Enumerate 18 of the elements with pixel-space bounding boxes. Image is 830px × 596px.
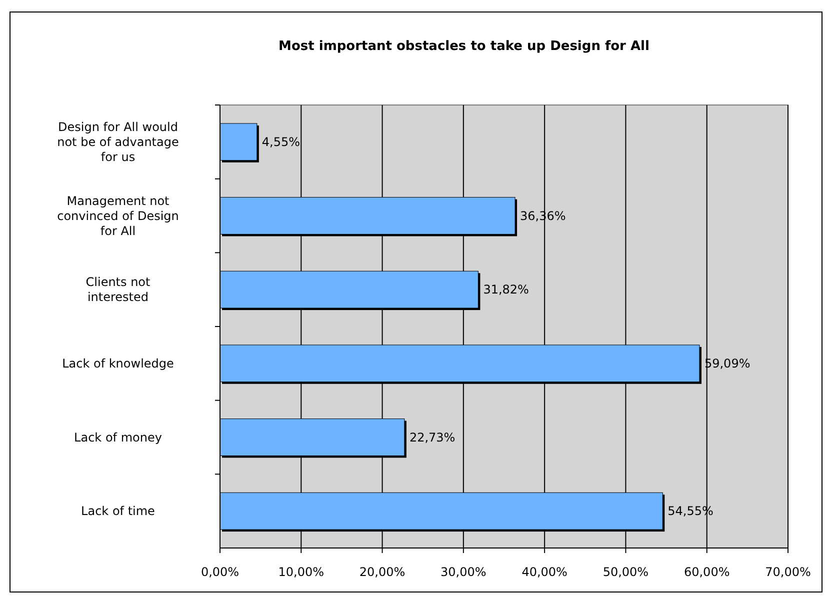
y-tick-label: Lack of money [74,430,162,444]
x-tick-label: 30,00% [440,565,486,579]
y-tick-label: Lack of knowledge [62,356,174,370]
x-tick-label: 10,00% [278,565,324,579]
y-tick-label: Clients not interested [86,275,151,304]
data-label: 31,82% [483,282,529,297]
x-tick-label: 0,00% [200,565,240,579]
x-tick-label: 40,00% [522,565,568,579]
x-tick-label: 20,00% [359,565,406,579]
y-tick-label: Lack of time [81,504,155,518]
data-label: 22,73% [409,430,456,444]
y-tick-label: Management not convinced of Design for All [57,194,179,238]
y-tick-label: Design for All would not be of advantage for us [57,120,179,164]
x-tick-label: 70,00% [765,565,811,579]
x-tick-label: 60,00% [684,565,730,579]
x-tick-label: 50,00% [602,565,649,579]
data-label: 4,55% [262,134,300,149]
chart-title: Most important obstacles to take up Design for All [278,39,650,54]
